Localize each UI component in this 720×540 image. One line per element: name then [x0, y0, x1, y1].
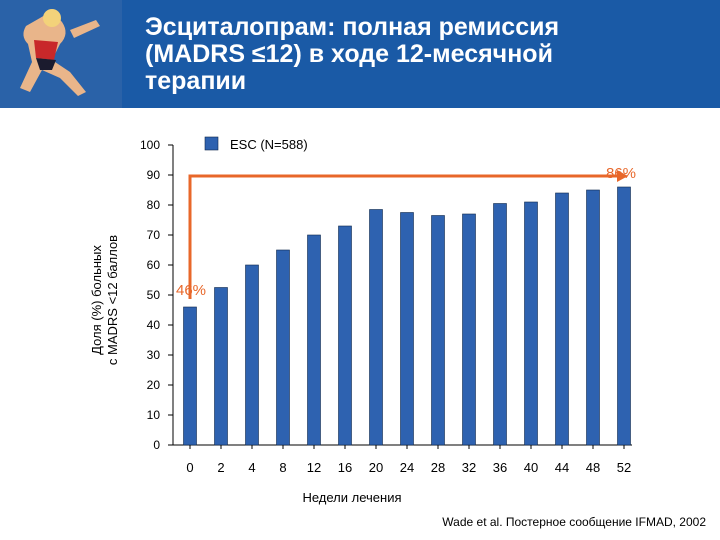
- y-tick-label: 30: [147, 348, 161, 362]
- y-axis-label-line-1: Доля (%) больных: [89, 245, 104, 355]
- y-tick-label: 60: [147, 258, 161, 272]
- runner-icon: [0, 0, 122, 108]
- x-tick-label: 36: [493, 460, 507, 475]
- bar: [183, 306, 197, 446]
- bar: [431, 215, 445, 446]
- bar: [369, 209, 383, 446]
- x-tick-label: 16: [338, 460, 352, 475]
- bar: [276, 249, 290, 446]
- citation-text: Wade et al. Постерное сообщение IFMAD, 2…: [442, 515, 706, 529]
- runner-photo: [0, 0, 122, 108]
- x-tick-label: 20: [369, 460, 383, 475]
- y-tick-label: 10: [147, 408, 161, 422]
- start-annotation: 46%: [176, 282, 206, 299]
- legend-label: ESC (N=588): [230, 137, 308, 152]
- x-tick-label: 2: [217, 460, 224, 475]
- title-banner: Эсциталопрам: полная ремиссия (MADRS ≤12…: [0, 0, 720, 108]
- x-tick-label: 4: [248, 460, 255, 475]
- y-tick-label: 90: [147, 168, 161, 182]
- page-title: Эсциталопрам: полная ремиссия (MADRS ≤12…: [145, 13, 560, 95]
- x-tick-label: 32: [462, 460, 476, 475]
- y-tick-label: 100: [140, 138, 160, 152]
- y-tick-label: 20: [147, 378, 161, 392]
- bar: [214, 287, 228, 446]
- x-tick-label: 48: [586, 460, 600, 475]
- y-tick-label: 50: [147, 288, 161, 302]
- x-tick-label: 8: [279, 460, 286, 475]
- y-tick-label: 0: [153, 438, 160, 452]
- bar: [245, 264, 259, 446]
- x-tick-label: 28: [431, 460, 445, 475]
- bar: [617, 186, 631, 446]
- bar: [338, 225, 352, 446]
- x-tick-label: 0: [186, 460, 193, 475]
- y-tick-label: 80: [147, 198, 161, 212]
- legend-swatch: [204, 136, 219, 151]
- bar: [555, 192, 569, 446]
- y-axis-label-line-2: с MADRS <12 баллов: [105, 235, 120, 365]
- bar: [462, 213, 476, 446]
- y-tick-label: 40: [147, 318, 161, 332]
- bar: [586, 189, 600, 446]
- bar: [307, 234, 321, 446]
- x-axis-label: Недели лечения: [302, 490, 401, 505]
- bar: [524, 201, 538, 446]
- arrow-head: [617, 170, 628, 182]
- y-tick-label: 70: [147, 228, 161, 242]
- x-tick-label: 52: [617, 460, 631, 475]
- end-annotation: 86%: [606, 165, 636, 182]
- x-tick-label: 44: [555, 460, 569, 475]
- arrow-line: [188, 174, 620, 299]
- x-tick-label: 24: [400, 460, 414, 475]
- bar: [493, 203, 507, 446]
- x-tick-label: 12: [307, 460, 321, 475]
- x-tick-label: 40: [524, 460, 538, 475]
- bar: [400, 212, 414, 446]
